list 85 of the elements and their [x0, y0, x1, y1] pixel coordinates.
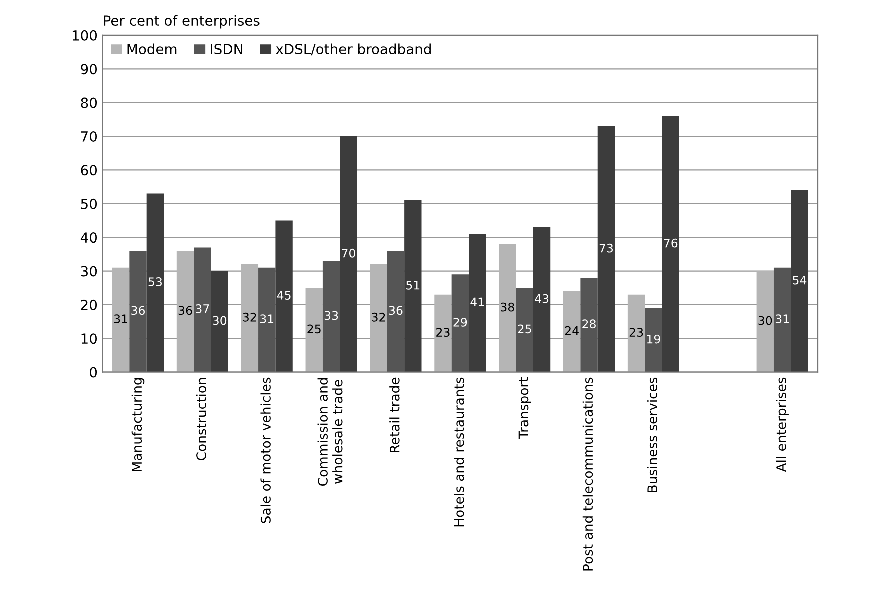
data-label: 29 — [454, 318, 468, 327]
data-label: 31 — [776, 314, 789, 324]
y-tick-label: 0 — [90, 367, 98, 378]
bar — [404, 200, 422, 372]
data-label: 41 — [470, 298, 484, 307]
data-label: 70 — [342, 248, 356, 258]
data-label: 32 — [243, 312, 256, 322]
data-label: 76 — [664, 238, 678, 248]
bar — [434, 294, 452, 372]
data-label: 19 — [647, 334, 660, 344]
x-tick-label: Retail trade — [390, 378, 400, 453]
x-tick-label: Hotels and restaurants — [454, 378, 464, 527]
y-tick-label: 20 — [81, 300, 98, 310]
bar — [533, 227, 551, 372]
data-label: 51 — [406, 281, 420, 290]
bar — [146, 194, 164, 372]
y-tick-label: 90 — [81, 64, 98, 75]
bar — [662, 116, 680, 372]
x-tick-label: Business services — [647, 378, 658, 492]
bar — [211, 271, 228, 372]
data-label: 73 — [600, 244, 614, 253]
data-label: 43 — [535, 294, 549, 304]
data-label: 24 — [565, 326, 579, 336]
bar — [791, 190, 808, 372]
x-tick-label: Commission and wholesale trade — [318, 378, 343, 486]
bar — [580, 278, 598, 372]
bar — [774, 268, 792, 372]
x-tick-label: Post and telecommunications — [582, 378, 594, 571]
bar — [276, 220, 293, 372]
legend-label: ISDN — [211, 44, 242, 55]
bar — [241, 264, 259, 372]
x-tick-label: Sale of motor vehicles — [260, 378, 271, 524]
data-label: 30 — [213, 316, 227, 326]
y-axis-title: Per cent of enterprises — [104, 15, 260, 29]
bar — [194, 248, 212, 372]
data-label: 23 — [436, 328, 450, 338]
y-tick-label: 80 — [81, 98, 98, 108]
data-label: 53 — [148, 278, 162, 286]
x-tick-label: Manufacturing — [132, 378, 145, 472]
y-tick-label: 10 — [82, 334, 98, 344]
data-label: 38 — [501, 302, 514, 312]
bar — [564, 291, 581, 372]
bar — [756, 271, 774, 372]
data-label: 25 — [308, 324, 321, 334]
data-label: 37 — [196, 304, 210, 314]
bar — [306, 288, 323, 372]
bar — [387, 251, 405, 372]
bar — [370, 264, 388, 372]
bar — [130, 251, 147, 372]
bar — [258, 268, 276, 372]
x-tick-label: Transport — [518, 378, 532, 440]
y-tick-label: 40 — [80, 232, 98, 244]
y-tick-label: 70 — [81, 131, 98, 142]
y-tick-label: 30 — [81, 266, 98, 277]
bar — [322, 261, 340, 372]
data-label: 30 — [758, 316, 772, 326]
data-label: 36 — [132, 306, 146, 316]
legend-label: Modem — [128, 44, 177, 55]
data-label: 36 — [178, 306, 192, 316]
data-label: 25 — [518, 324, 532, 334]
bar — [516, 288, 534, 372]
data-label: 33 — [324, 311, 338, 320]
data-label: 36 — [389, 306, 403, 316]
data-label: 31 — [114, 314, 128, 324]
data-label: 23 — [630, 328, 644, 338]
data-label: 45 — [277, 291, 291, 300]
bar — [452, 274, 469, 372]
bar — [340, 136, 358, 372]
bar — [499, 244, 516, 372]
data-label: 28 — [582, 320, 596, 329]
y-tick-label: 100 — [72, 30, 98, 41]
y-tick-label: 60 — [81, 165, 98, 176]
data-label: 31 — [260, 314, 274, 324]
bar — [645, 308, 662, 372]
bar — [598, 126, 616, 372]
x-tick-label: All enterprises — [776, 378, 789, 472]
x-tick-label: Construction — [196, 378, 207, 460]
data-label: 54 — [793, 276, 807, 285]
data-label: 32 — [372, 312, 386, 322]
bar — [628, 294, 646, 372]
bar — [469, 234, 486, 372]
bar — [176, 251, 194, 372]
legend-label: xDSL/other broadband — [276, 44, 431, 56]
y-tick-label: 50 — [81, 198, 98, 210]
bar — [112, 268, 130, 372]
